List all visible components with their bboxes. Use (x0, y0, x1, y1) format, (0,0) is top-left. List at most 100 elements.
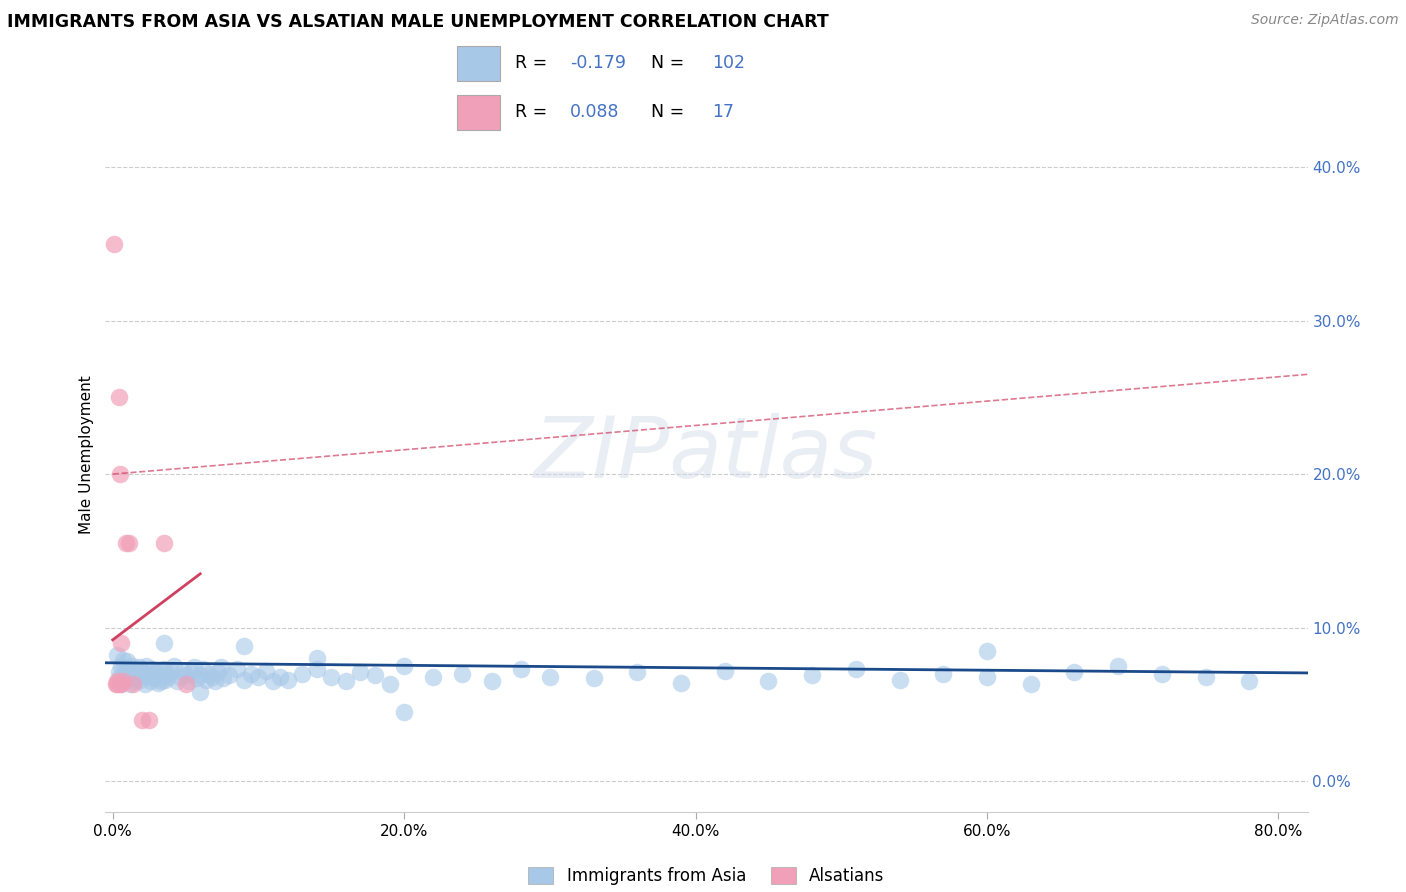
Point (183, 660, 205, 674)
Text: ZIPatlas: ZIPatlas (534, 413, 879, 497)
Point (335, 674, 357, 689)
Point (156, 666, 179, 681)
Text: R =: R = (515, 103, 553, 121)
Point (218, 668, 240, 682)
Point (174, 668, 197, 682)
Point (889, 673, 911, 687)
Point (107, 665, 129, 679)
Point (509, 662, 531, 676)
Point (153, 673, 176, 687)
Point (163, 659, 186, 673)
Point (148, 664, 170, 678)
Point (152, 636, 174, 650)
Text: 102: 102 (711, 54, 745, 72)
Point (143, 671, 166, 685)
Point (131, 665, 153, 679)
Point (135, 659, 157, 673)
Point (801, 668, 824, 682)
Point (207, 665, 229, 679)
Point (188, 685, 211, 699)
Point (136, 670, 159, 684)
Point (169, 670, 191, 684)
Point (128, 660, 150, 674)
Point (122, 677, 145, 691)
Point (191, 662, 214, 676)
Point (150, 668, 173, 682)
Point (364, 668, 387, 682)
Point (1107, 659, 1129, 673)
Point (254, 664, 277, 678)
Point (198, 666, 221, 681)
Point (121, 659, 143, 673)
Point (142, 670, 165, 684)
Point (118, 536, 141, 550)
Point (115, 536, 138, 550)
Point (174, 677, 197, 691)
Point (225, 662, 247, 676)
Point (932, 666, 955, 681)
Point (976, 643, 998, 657)
Point (107, 390, 129, 404)
Point (669, 675, 692, 690)
Point (1239, 674, 1261, 689)
Point (713, 664, 735, 678)
Point (277, 673, 299, 687)
Text: 0.088: 0.088 (571, 103, 620, 121)
Point (110, 677, 132, 691)
Point (127, 664, 149, 678)
Point (582, 671, 605, 685)
Point (240, 666, 263, 681)
Point (160, 665, 183, 679)
Point (108, 670, 131, 684)
Point (212, 671, 235, 685)
Point (247, 670, 270, 684)
Point (172, 664, 194, 678)
Point (976, 670, 998, 684)
Point (180, 665, 202, 679)
Point (108, 677, 131, 691)
Point (232, 639, 254, 653)
Point (392, 705, 415, 719)
Point (149, 674, 172, 689)
Point (262, 674, 284, 689)
Text: R =: R = (515, 54, 553, 72)
Point (538, 670, 561, 684)
Point (115, 668, 138, 682)
Point (321, 670, 343, 684)
Point (145, 665, 167, 679)
Point (188, 668, 211, 682)
Point (104, 677, 127, 691)
Point (117, 654, 139, 668)
Point (122, 666, 145, 681)
Point (1194, 670, 1216, 684)
Point (1063, 665, 1085, 679)
Point (201, 670, 224, 684)
Point (305, 662, 328, 676)
Point (131, 713, 153, 727)
Point (204, 674, 226, 689)
Point (105, 674, 128, 689)
Text: IMMIGRANTS FROM ASIA VS ALSATIAN MALE UNEMPLOYMENT CORRELATION CHART: IMMIGRANTS FROM ASIA VS ALSATIAN MALE UN… (7, 13, 828, 31)
Point (118, 671, 141, 685)
Point (129, 673, 152, 687)
Point (152, 536, 174, 550)
Point (105, 677, 128, 691)
Point (291, 666, 314, 681)
Point (139, 674, 162, 689)
Point (195, 673, 218, 687)
Point (105, 648, 128, 663)
Point (177, 674, 200, 689)
Point (120, 677, 142, 691)
Text: -0.179: -0.179 (571, 54, 626, 72)
Point (1150, 666, 1173, 681)
Text: 17: 17 (711, 103, 734, 121)
Point (209, 660, 232, 674)
Point (305, 651, 328, 665)
Point (132, 668, 155, 682)
Point (758, 674, 780, 689)
Point (111, 653, 134, 667)
Point (481, 674, 503, 689)
FancyBboxPatch shape (457, 95, 501, 130)
Text: N =: N = (651, 103, 689, 121)
Point (112, 665, 135, 679)
